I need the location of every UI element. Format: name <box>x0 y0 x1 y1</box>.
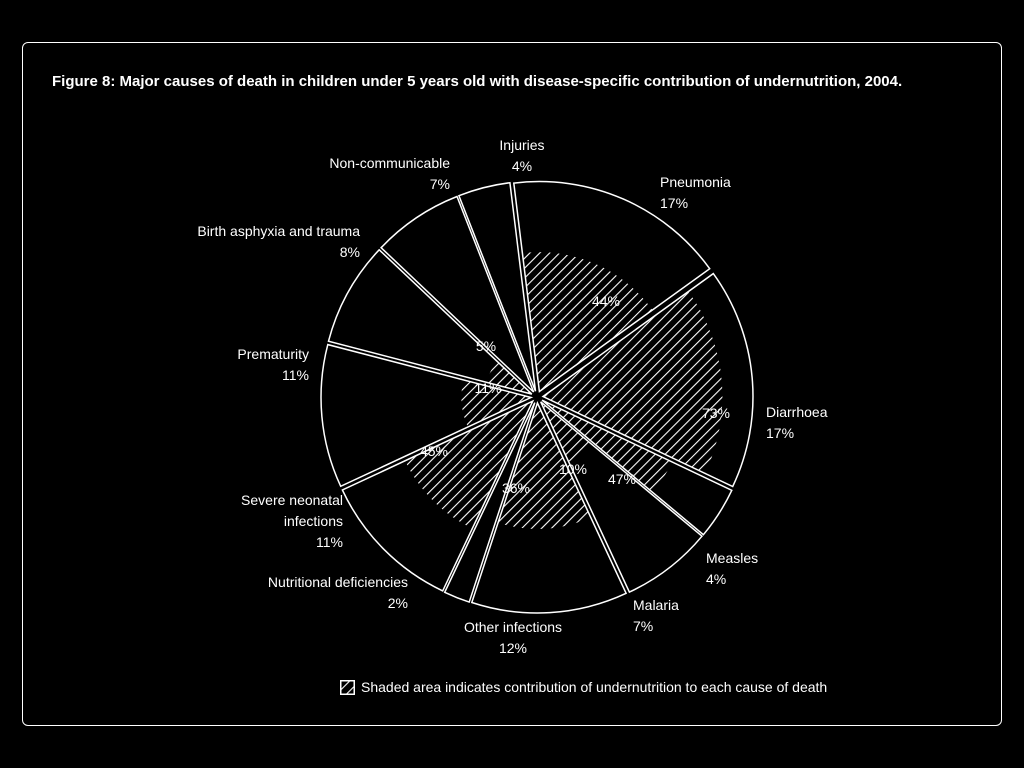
chart-title: Figure 8: Major causes of death in child… <box>52 73 903 90</box>
slice-label-measles: Measles <box>706 550 758 566</box>
undernutrition-share-other-infections <box>498 403 591 530</box>
share-label-other-infections: 36% <box>502 480 530 496</box>
pie-slice-nutritional-deficiencies <box>443 402 536 604</box>
pie-slice-injuries <box>457 181 537 392</box>
undernutrition-share-birth-asphyxia-and-trauma <box>486 361 532 395</box>
share-label-malaria: 10% <box>559 461 587 477</box>
slice-label-severe-neonatal-infections-line2: infections <box>284 513 343 529</box>
slice-percent-injuries: 4% <box>512 158 532 174</box>
slice-label-severe-neonatal-infections: Severe neonatal <box>241 492 343 508</box>
pie-slice-non-communicable <box>380 195 535 393</box>
undernutrition-share-malaria <box>540 401 592 462</box>
share-label-measles: 47% <box>608 471 636 487</box>
slice-percent-nutritional-deficiencies: 2% <box>388 595 408 611</box>
legend: Shaded area indicates contribution of un… <box>340 677 827 697</box>
legend-text: Shaded area indicates contribution of un… <box>361 679 828 695</box>
hatch-swatch-icon <box>340 679 355 695</box>
slice-percent-birth-asphyxia-and-trauma: 8% <box>340 244 360 260</box>
slice-percent-other-infections: 12% <box>499 640 527 656</box>
pie-slices <box>320 180 754 614</box>
slice-percent-pneumonia: 17% <box>660 195 688 211</box>
slice-label-birth-asphyxia-and-trauma: Birth asphyxia and trauma <box>197 223 360 239</box>
slice-label-malaria: Malaria <box>633 597 679 613</box>
slice-label-injuries: Injuries <box>499 137 544 153</box>
undernutrition-share-measles <box>542 400 673 493</box>
slice-label-diarrhoea: Diarrhoea <box>766 404 828 420</box>
share-label-diarrhoea: 73% <box>702 405 730 421</box>
slice-percent-diarrhoea: 17% <box>766 425 794 441</box>
undernutrition-share-diarrhoea <box>543 291 723 474</box>
slice-label-nutritional-deficiencies: Nutritional deficiencies <box>268 574 408 590</box>
slice-percent-measles: 4% <box>706 571 726 587</box>
undernutrition-share-severe-neonatal-infections <box>405 401 533 529</box>
pie-labels: Pneumonia 17% 44% Diarrhoea 17% 73% Measles 4% 4… <box>197 137 827 656</box>
share-label-pneumonia: 44% <box>592 293 620 309</box>
slice-label-prematurity: Prematurity <box>237 346 309 362</box>
slice-label-pneumonia: Pneumonia <box>660 174 731 190</box>
share-label-prematurity: 11% <box>475 380 502 396</box>
undernutrition-share-prematurity <box>461 380 531 427</box>
pie-slice-birth-asphyxia-and-trauma <box>327 248 533 395</box>
slice-label-non-communicable: Non-communicable <box>329 155 450 171</box>
pie-slice-prematurity <box>320 343 534 488</box>
figure-frame <box>22 42 1002 726</box>
slice-percent-severe-neonatal-infections: 11% <box>316 534 343 550</box>
slice-label-other-infections: Other infections <box>464 619 562 635</box>
share-label-severe-neonatal-infections: 45% <box>420 443 448 459</box>
slice-percent-malaria: 7% <box>633 618 653 634</box>
slice-percent-prematurity: 11% <box>282 367 309 383</box>
slice-percent-non-communicable: 7% <box>430 176 450 192</box>
undernutrition-share-pneumonia <box>522 252 653 392</box>
share-label-birth-asphyxia-and-trauma: 5% <box>476 338 496 354</box>
